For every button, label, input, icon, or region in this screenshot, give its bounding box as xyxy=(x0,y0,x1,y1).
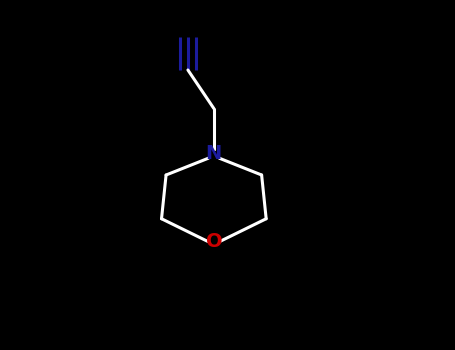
Text: O: O xyxy=(206,232,222,251)
Text: N: N xyxy=(206,145,222,163)
